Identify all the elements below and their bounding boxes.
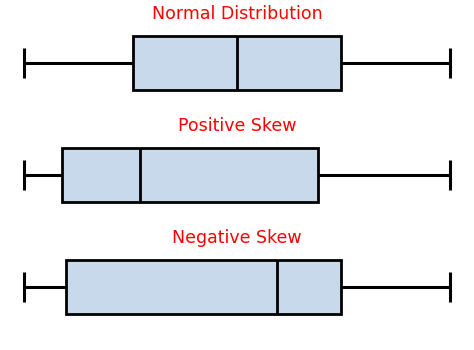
Bar — [133, 36, 341, 90]
Text: Negative Skew: Negative Skew — [172, 229, 302, 246]
Text: Positive Skew: Positive Skew — [178, 117, 296, 134]
Bar — [66, 260, 341, 314]
Text: Normal Distribution: Normal Distribution — [152, 5, 322, 22]
Bar — [62, 148, 318, 202]
